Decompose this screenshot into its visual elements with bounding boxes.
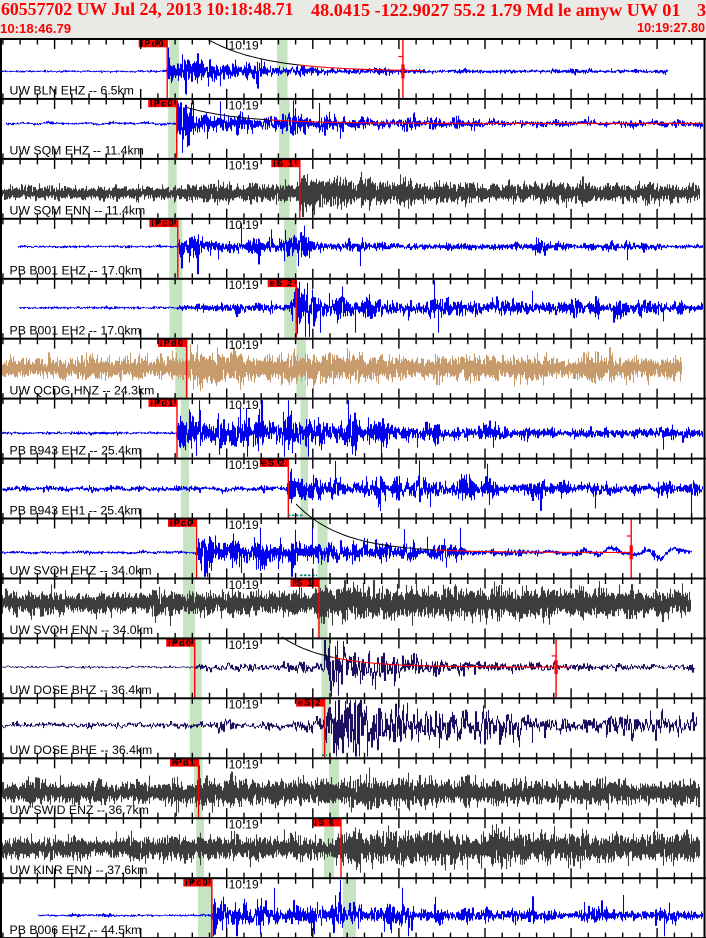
svg-text:UW SQM EHZ -- 11.4km: UW SQM EHZ -- 11.4km bbox=[10, 144, 144, 158]
svg-text:10:19: 10:19 bbox=[229, 458, 259, 472]
svg-text:10:19: 10:19 bbox=[229, 98, 259, 112]
svg-text:iS 1: iS 1 bbox=[273, 158, 294, 168]
svg-text:eS 2: eS 2 bbox=[270, 278, 294, 288]
svg-text:10:19: 10:19 bbox=[229, 398, 259, 412]
svg-text:PB B006 EHZ -- 44.5km: PB B006 EHZ -- 44.5km bbox=[10, 923, 142, 937]
svg-text:iPc0: iPc0 bbox=[185, 878, 209, 888]
svg-text:iPc0: iPc0 bbox=[151, 218, 175, 228]
svg-text:UW DOSE BHE -- 36.4km: UW DOSE BHE -- 36.4km bbox=[10, 743, 153, 757]
svg-text:iPd0: iPd0 bbox=[141, 38, 165, 48]
svg-text:UW SWID ENZ -- 36.7km: UW SWID ENZ -- 36.7km bbox=[10, 803, 149, 817]
svg-text:UW SVQH EHZ -- 34.0km: UW SVQH EHZ -- 34.0km bbox=[10, 563, 152, 577]
svg-text:UW SVQH ENN -- 34.0km: UW SVQH ENN -- 34.0km bbox=[10, 623, 153, 637]
svg-text:iPd1: iPd1 bbox=[150, 398, 174, 408]
svg-text:UW DOSE BHZ -- 36.4km: UW DOSE BHZ -- 36.4km bbox=[10, 683, 152, 697]
svg-text:iPd1: iPd1 bbox=[172, 758, 196, 768]
svg-text:UW QCDG HNZ -- 24.3km: UW QCDG HNZ -- 24.3km bbox=[10, 383, 155, 397]
svg-text:10:19: 10:19 bbox=[229, 638, 259, 652]
svg-text:10:19: 10:19 bbox=[229, 158, 259, 172]
svg-text:UW BLN EHZ -- 6.5km: UW BLN EHZ -- 6.5km bbox=[10, 84, 134, 98]
svg-text:iS 1: iS 1 bbox=[314, 818, 335, 828]
svg-text:10:19: 10:19 bbox=[229, 578, 259, 592]
svg-text:iPd0: iPd0 bbox=[160, 338, 184, 348]
svg-text:UW KINR ENN -- 37.6km: UW KINR ENN -- 37.6km bbox=[10, 863, 148, 877]
svg-text:10:19: 10:19 bbox=[229, 38, 259, 52]
svg-text:10:19: 10:19 bbox=[229, 818, 259, 832]
svg-text:10:19: 10:19 bbox=[229, 878, 259, 892]
svg-text:10:19: 10:19 bbox=[229, 518, 259, 532]
svg-text:eS 2: eS 2 bbox=[298, 698, 322, 708]
svg-text:UW SQM ENN -- 11.4km: UW SQM ENN -- 11.4km bbox=[10, 204, 146, 218]
svg-text:10:19: 10:19 bbox=[229, 338, 259, 352]
svg-text:PB B943 EH1 -- 25.4km: PB B943 EH1 -- 25.4km bbox=[10, 503, 141, 517]
svg-text:10:19: 10:19 bbox=[229, 758, 259, 772]
svg-text:iS 1: iS 1 bbox=[292, 578, 313, 588]
svg-text:eS 2: eS 2 bbox=[262, 458, 286, 468]
svg-text:PB B001 EH2 -- 17.0km: PB B001 EH2 -- 17.0km bbox=[10, 324, 141, 338]
svg-text:iPd0: iPd0 bbox=[168, 638, 192, 648]
svg-text:iPc0: iPc0 bbox=[150, 98, 174, 108]
svg-text:10:19: 10:19 bbox=[229, 218, 259, 232]
svg-text:10:19: 10:19 bbox=[229, 698, 259, 712]
svg-text:PB B001 EHZ -- 17.0km: PB B001 EHZ -- 17.0km bbox=[10, 264, 142, 278]
svg-text:iPc0: iPc0 bbox=[170, 518, 194, 528]
svg-text:10:19: 10:19 bbox=[229, 278, 259, 292]
svg-text:PB B943 EHZ -- 25.4km: PB B943 EHZ -- 25.4km bbox=[10, 443, 142, 457]
